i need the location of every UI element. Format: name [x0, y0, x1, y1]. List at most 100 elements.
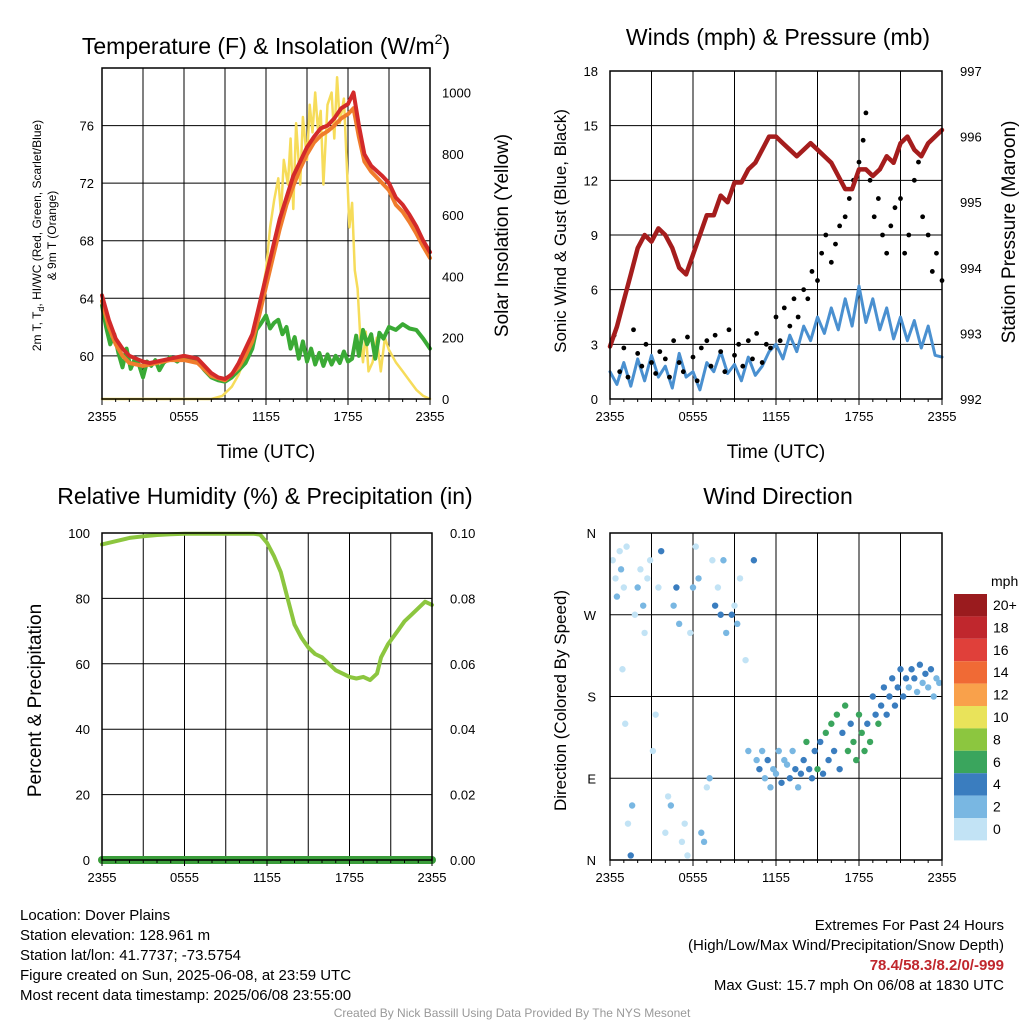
direction-point	[753, 756, 760, 764]
y-tick-label: 40	[76, 722, 90, 737]
direction-point	[657, 547, 665, 555]
gust-point	[916, 159, 921, 165]
direction-point	[772, 770, 780, 777]
gust-point	[787, 323, 793, 329]
gust-point	[871, 214, 877, 220]
gust-point	[902, 250, 908, 256]
gust-point	[712, 332, 718, 338]
gust-point	[773, 314, 779, 320]
station-info: Location: Dover Plains Station elevation…	[20, 906, 351, 1006]
y-right-tick-label: 994	[960, 261, 982, 276]
gust-point	[662, 356, 668, 362]
gust-point	[698, 345, 704, 351]
y-tick-label: 18	[584, 64, 598, 79]
x-tick-label: 2355	[88, 870, 117, 885]
direction-point	[700, 838, 708, 846]
gust-point	[625, 374, 631, 380]
y-right-axis-label: Solar Insolation (Yellow)	[492, 134, 513, 337]
y-tick-label: 0	[83, 853, 90, 868]
direction-point	[869, 693, 877, 700]
direction-point	[911, 675, 918, 682]
direction-point	[811, 747, 818, 755]
y-tick-label: N	[587, 853, 596, 868]
gust-point	[888, 223, 894, 229]
direction-point	[649, 747, 657, 755]
gust-point	[934, 250, 939, 256]
y-right-tick-label: 992	[960, 392, 982, 407]
legend-title: mph	[991, 573, 1018, 589]
direction-point	[922, 670, 929, 677]
gust-point	[906, 232, 912, 238]
y-axis-label-line2: & 9m T (Orange)	[45, 191, 59, 281]
gust-point	[898, 196, 903, 201]
direction-point	[667, 802, 675, 809]
direction-point	[609, 557, 616, 564]
gust-point	[635, 351, 641, 356]
direction-point	[808, 775, 816, 782]
direction-point	[850, 738, 857, 746]
gust-point	[920, 214, 926, 220]
station-latlon: Station lat/lon: 41.7737; -73.5754	[20, 947, 242, 964]
direction-point	[703, 784, 711, 791]
direction-point	[794, 784, 802, 791]
extremes-values: 78.4/58.3/8.2/0/-999	[869, 957, 1004, 974]
direction-point	[783, 761, 791, 768]
extremes-box: Extremes For Past 24 Hours (High/Low/Max…	[688, 916, 1004, 996]
y-tick-label: 0	[591, 392, 598, 407]
direction-point	[891, 702, 899, 709]
legend-label: 4	[993, 776, 1001, 792]
direction-point	[758, 747, 766, 755]
direction-point	[675, 620, 683, 628]
direction-point	[742, 656, 749, 664]
legend-swatch	[954, 638, 987, 662]
y-right-tick-label: 995	[960, 195, 982, 210]
y-tick-label: E	[587, 771, 596, 786]
x-tick-label: 2355	[928, 870, 957, 885]
gust-point	[694, 378, 700, 384]
direction-point	[628, 802, 636, 809]
gust-point	[846, 196, 852, 201]
gust-point	[639, 363, 645, 369]
x-tick-label: 2355	[88, 409, 117, 424]
direction-point	[613, 593, 621, 600]
direction-point	[619, 666, 626, 673]
legend-swatch	[954, 773, 987, 796]
legend-label: 20+	[993, 597, 1017, 613]
direction-point	[803, 738, 810, 746]
direction-point	[655, 584, 662, 591]
legend-swatch	[954, 683, 987, 706]
direction-point	[652, 711, 659, 718]
direction-point	[756, 765, 763, 773]
direction-point	[678, 838, 686, 846]
direction-point	[631, 611, 639, 618]
gust-point	[740, 363, 746, 369]
y-right-tick-label: 0.06	[450, 657, 475, 672]
gust-point	[801, 287, 807, 293]
direction-point	[612, 575, 619, 582]
direction-point	[841, 702, 849, 709]
gust-point	[833, 241, 838, 247]
gust-point	[657, 349, 663, 355]
chart-title: Temperature (F) & Insolation (W/m2)	[82, 31, 450, 59]
humidity-panel: 0 20 40 60 80 100 0.00 0.02 0.04 0.06 0.08 0.10 2355…	[25, 483, 475, 885]
legend-swatch	[954, 706, 987, 729]
y-right-tick-label: 993	[960, 326, 982, 341]
x-tick-label: 2355	[418, 870, 447, 885]
x-tick-label: 2355	[596, 870, 625, 885]
gust-point	[823, 232, 829, 238]
direction-point	[866, 738, 874, 746]
direction-point	[723, 629, 730, 637]
legend-label: 8	[993, 731, 1001, 747]
gust-point	[875, 196, 881, 201]
gust-point	[856, 159, 862, 165]
gust-point	[671, 338, 677, 344]
direction-point	[662, 829, 669, 836]
direction-point	[714, 584, 722, 591]
direction-point	[641, 629, 648, 637]
extremes-title: Extremes For Past 24 Hours	[814, 917, 1004, 934]
direction-point	[764, 756, 771, 764]
direction-point	[670, 602, 677, 609]
credit-line: Created By Nick Bassill Using Data Provi…	[333, 1006, 691, 1020]
direction-point	[900, 693, 907, 700]
